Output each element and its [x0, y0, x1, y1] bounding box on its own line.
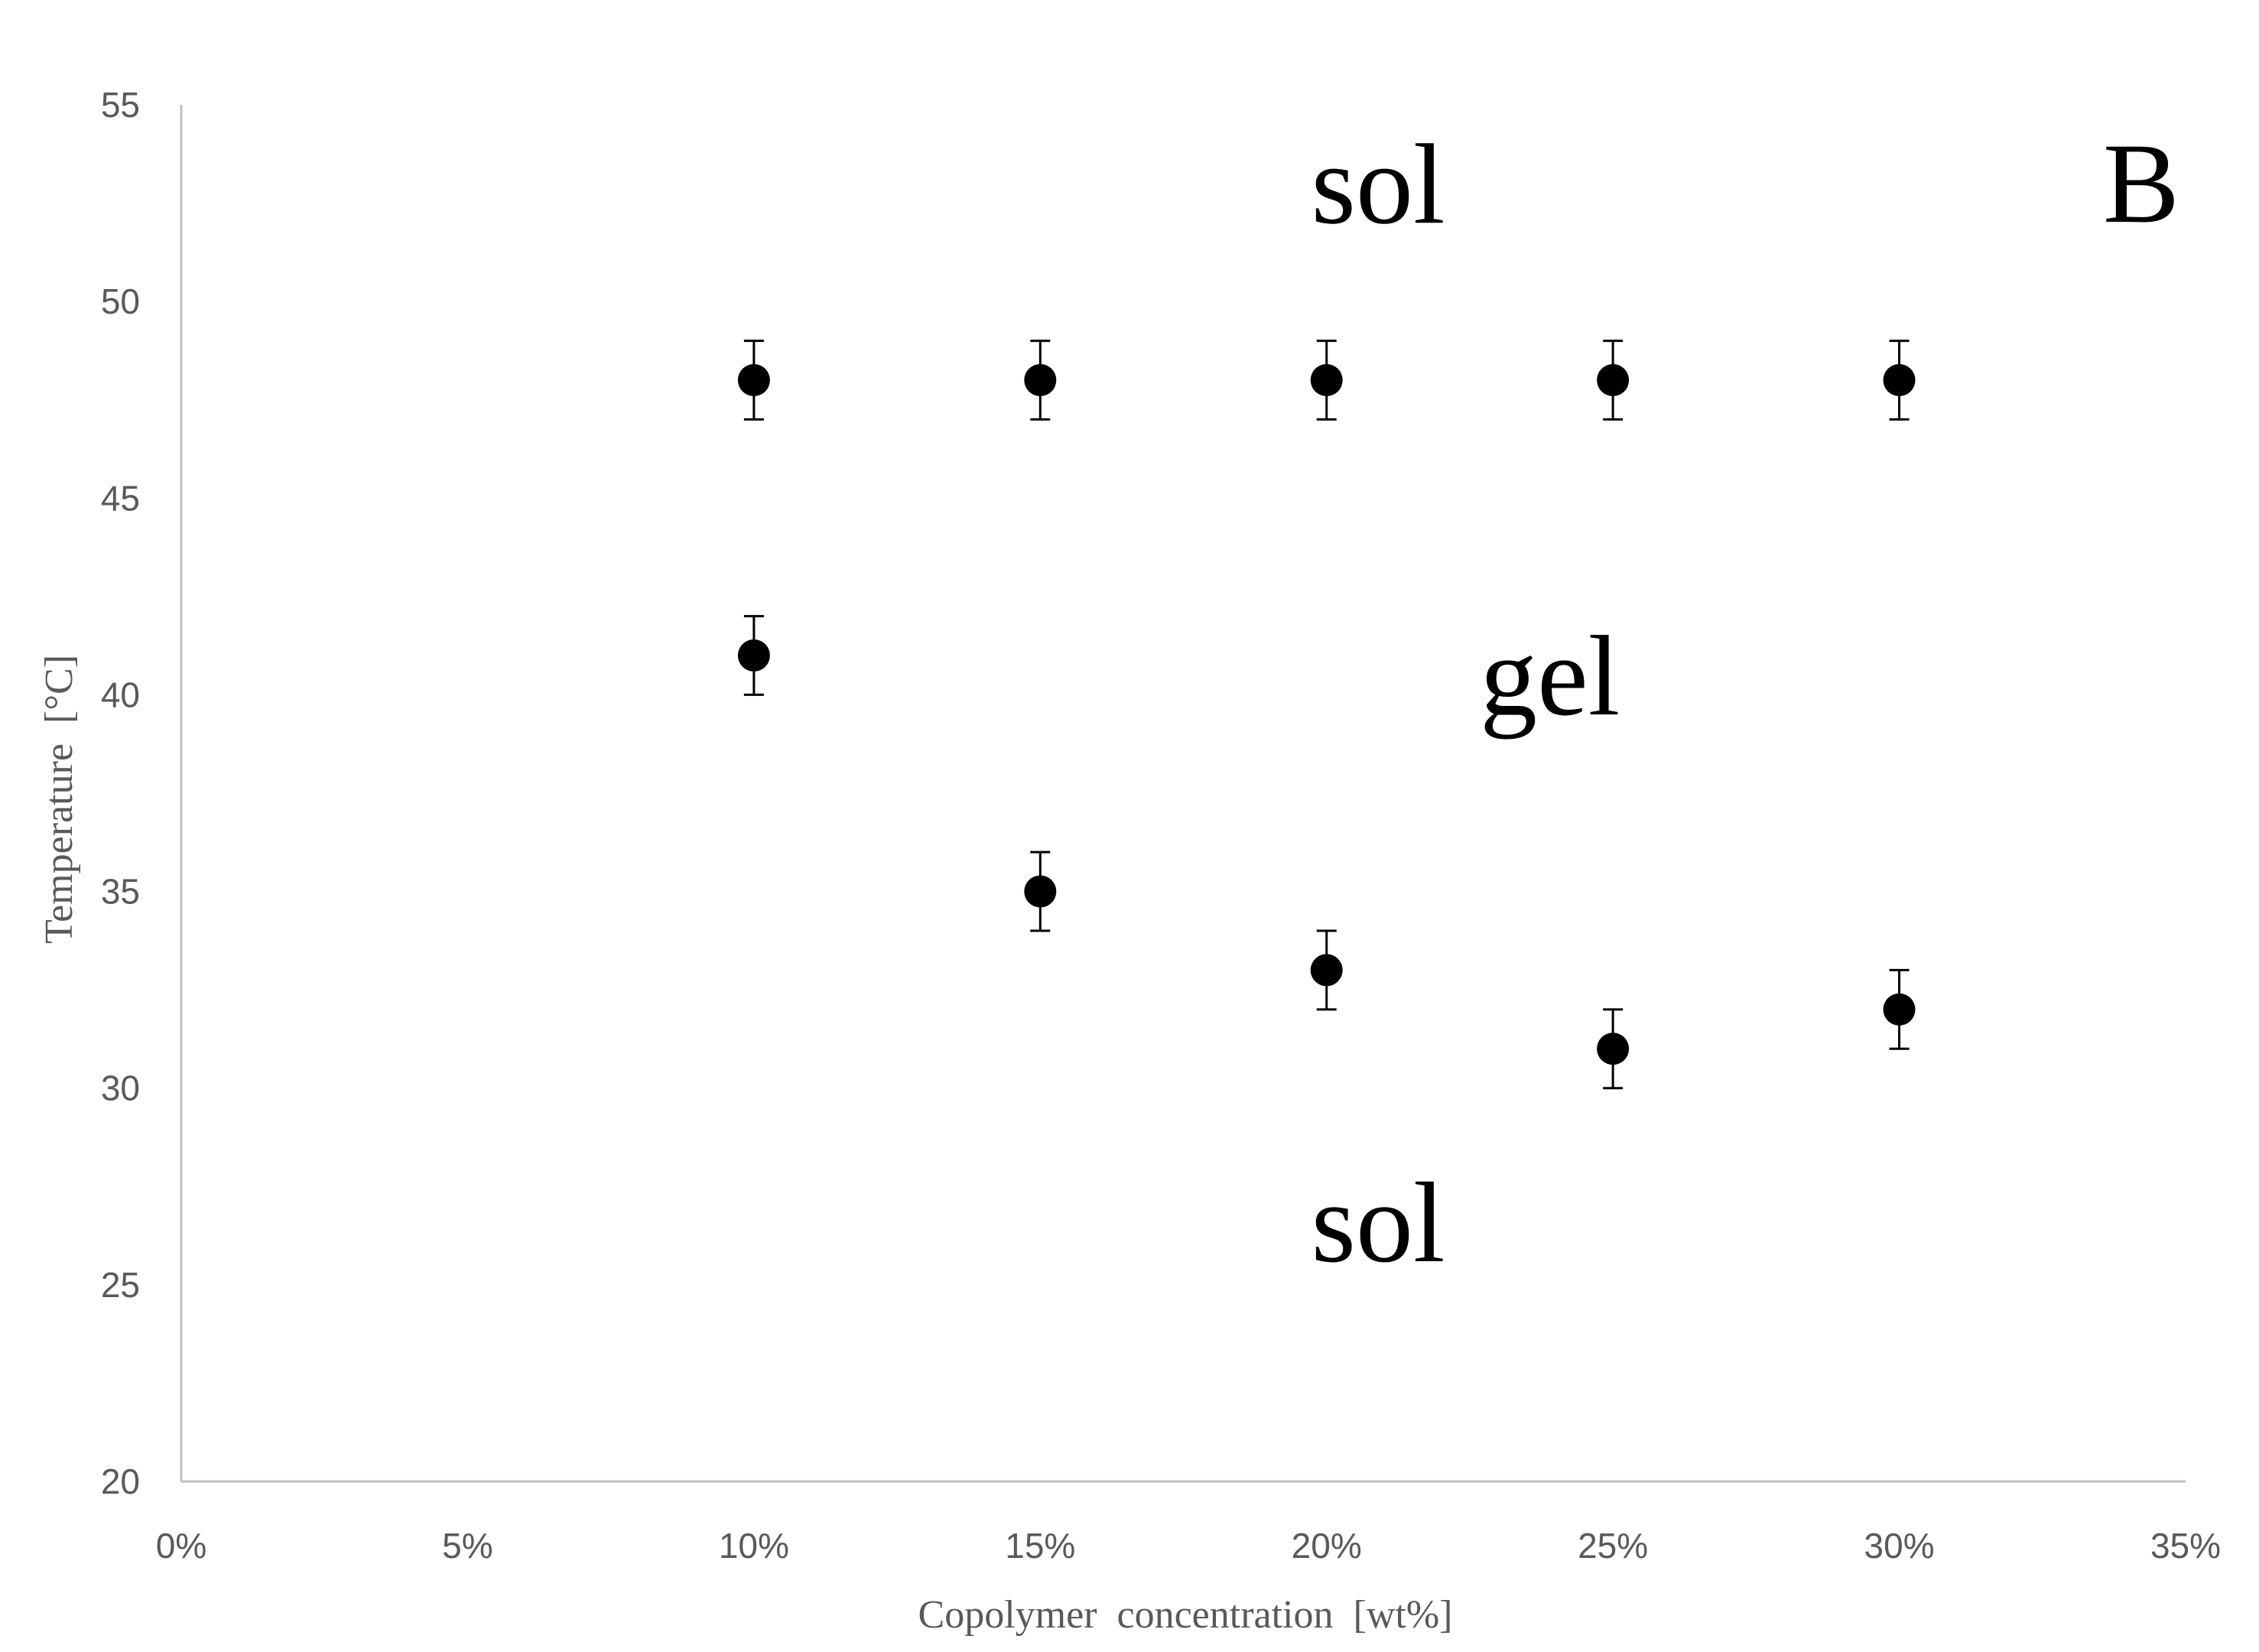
x-tick-label: 20%	[1292, 1526, 1362, 1566]
y-tick-label: 45	[101, 478, 140, 518]
y-tick-label: 50	[101, 281, 140, 321]
region-label-sol: sol	[1312, 1159, 1445, 1286]
y-tick-label: 40	[101, 675, 140, 714]
y-tick-label: 25	[101, 1265, 140, 1305]
y-tick-label: 20	[101, 1462, 140, 1501]
x-tick-label: 15%	[1005, 1526, 1075, 1566]
region-label-sol: sol	[1312, 121, 1445, 248]
data-point	[737, 364, 770, 396]
data-point	[1597, 1032, 1630, 1065]
y-tick-label: 55	[101, 85, 140, 125]
x-tick-label: 30%	[1864, 1526, 1935, 1566]
x-tick-label: 5%	[442, 1526, 492, 1566]
x-tick-label: 35%	[2150, 1526, 2221, 1566]
data-point	[1883, 364, 1916, 396]
x-axis-title: Copolymer concentration [wt%]	[918, 1593, 1453, 1637]
data-point	[1883, 993, 1916, 1026]
data-point	[1310, 364, 1343, 396]
y-axis-title: Temperature [°C]	[37, 655, 81, 944]
data-points	[737, 364, 1916, 1065]
x-tick-label: 25%	[1578, 1526, 1648, 1566]
data-point	[1024, 875, 1057, 908]
x-tick-label: 10%	[719, 1526, 789, 1566]
region-annotations: sol gel sol	[1312, 121, 1620, 1286]
tick-labels: 0% 5% 10% 15% 20% 25% 30% 35% 20 25 30 35 40 45 50 55	[101, 85, 2221, 1566]
data-point	[1024, 364, 1057, 396]
y-tick-label: 30	[101, 1068, 140, 1108]
axes	[180, 105, 2186, 1483]
data-point	[1310, 954, 1343, 987]
y-tick-label: 35	[101, 872, 140, 912]
region-label-gel: gel	[1480, 613, 1620, 740]
x-tick-label: 0%	[156, 1526, 206, 1566]
data-point	[737, 639, 770, 672]
panel-label: B	[2103, 120, 2179, 247]
data-point	[1597, 364, 1630, 396]
